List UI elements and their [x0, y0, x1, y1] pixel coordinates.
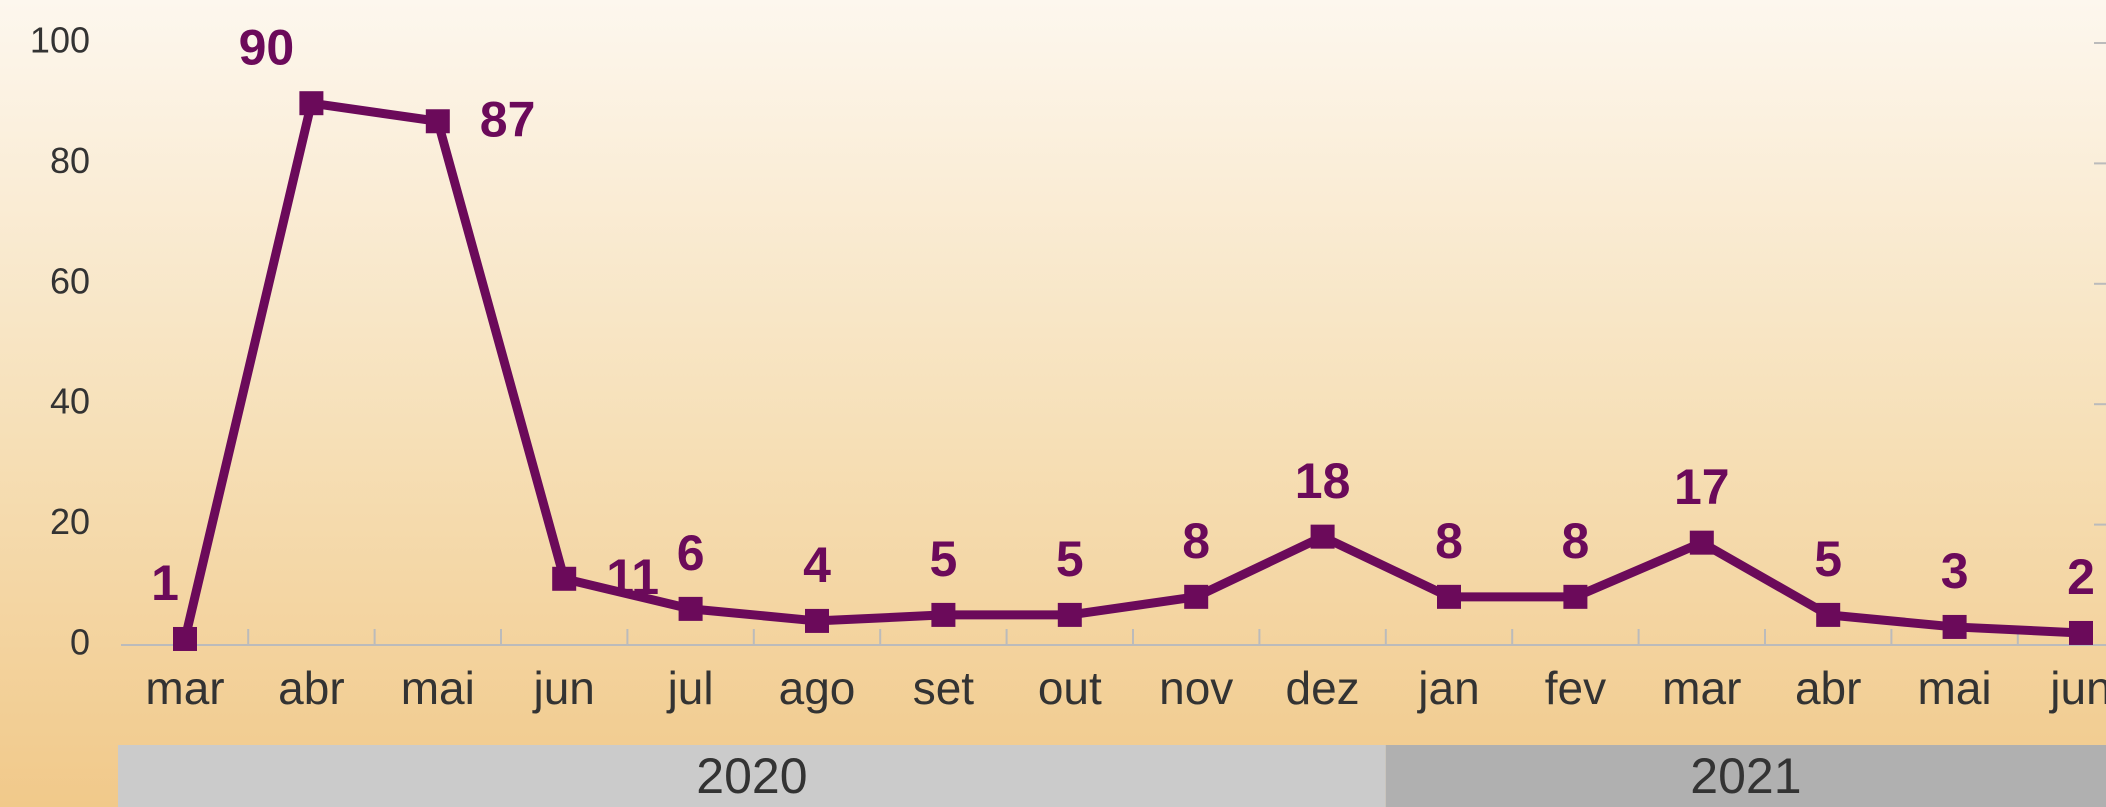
data-point: [1310, 524, 1335, 549]
data-point: [1184, 584, 1209, 609]
data-point: [1689, 530, 1714, 555]
value-label: 17: [1674, 459, 1730, 515]
value-label: 4: [803, 537, 831, 593]
data-line: [180, 98, 2082, 641]
y-tick-label: 100: [30, 20, 90, 61]
value-label: 2: [2067, 549, 2095, 605]
x-tick-label: jul: [666, 662, 714, 714]
x-tick-label: ago: [779, 662, 856, 714]
x-tick-label: abr: [278, 662, 344, 714]
y-tick-label: 60: [50, 260, 90, 301]
value-label: 5: [1056, 531, 1084, 587]
data-point: [1437, 584, 1461, 609]
x-tick-label: dez: [1286, 662, 1360, 714]
value-label: 8: [1561, 513, 1589, 569]
x-tick-label: mai: [401, 662, 475, 714]
data-point: [931, 602, 956, 627]
x-tick-label: jun: [532, 662, 595, 714]
x-tick-label: mar: [1662, 662, 1741, 714]
value-label: 90: [239, 19, 295, 75]
data-point: [299, 91, 324, 116]
data-point: [1057, 602, 1082, 627]
year-band: [118, 745, 1386, 807]
x-tick-label: mar: [145, 662, 224, 714]
y-tick-label: 40: [50, 381, 90, 422]
data-point: [552, 566, 577, 591]
value-label: 6: [677, 525, 705, 581]
data-point: [678, 596, 703, 621]
data-point: [1563, 584, 1588, 609]
value-label: 3: [1941, 543, 1969, 599]
value-label: 5: [929, 531, 957, 587]
data-point: [425, 109, 450, 134]
x-tick-label: fev: [1545, 662, 1606, 714]
data-point: [173, 626, 197, 651]
value-label: 8: [1182, 513, 1210, 569]
value-label: 5: [1814, 531, 1842, 587]
data-point: [1942, 614, 1967, 639]
value-label: 8: [1435, 513, 1463, 569]
x-tick-label: out: [1038, 662, 1102, 714]
year-band: [1385, 745, 2106, 807]
y-tick-label: 0: [70, 622, 90, 663]
x-tick-label: jun: [2048, 662, 2106, 714]
x-tick-label: set: [913, 662, 975, 714]
value-label: 87: [480, 91, 536, 147]
year-label: 2021: [1690, 748, 1801, 804]
x-tick-label: mai: [1918, 662, 1992, 714]
x-tick-label: abr: [1795, 662, 1861, 714]
y-tick-label: 20: [50, 501, 90, 542]
data-point: [2069, 620, 2093, 645]
data-point: [805, 608, 829, 633]
value-label: 18: [1295, 453, 1351, 509]
year-label: 2020: [696, 748, 807, 804]
value-label: 11: [606, 549, 659, 605]
data-point: [1816, 602, 1841, 627]
y-tick-label: 80: [50, 140, 90, 181]
x-tick-label: jan: [1416, 662, 1479, 714]
x-tick-label: nov: [1159, 662, 1233, 714]
value-label: 1: [151, 555, 179, 611]
